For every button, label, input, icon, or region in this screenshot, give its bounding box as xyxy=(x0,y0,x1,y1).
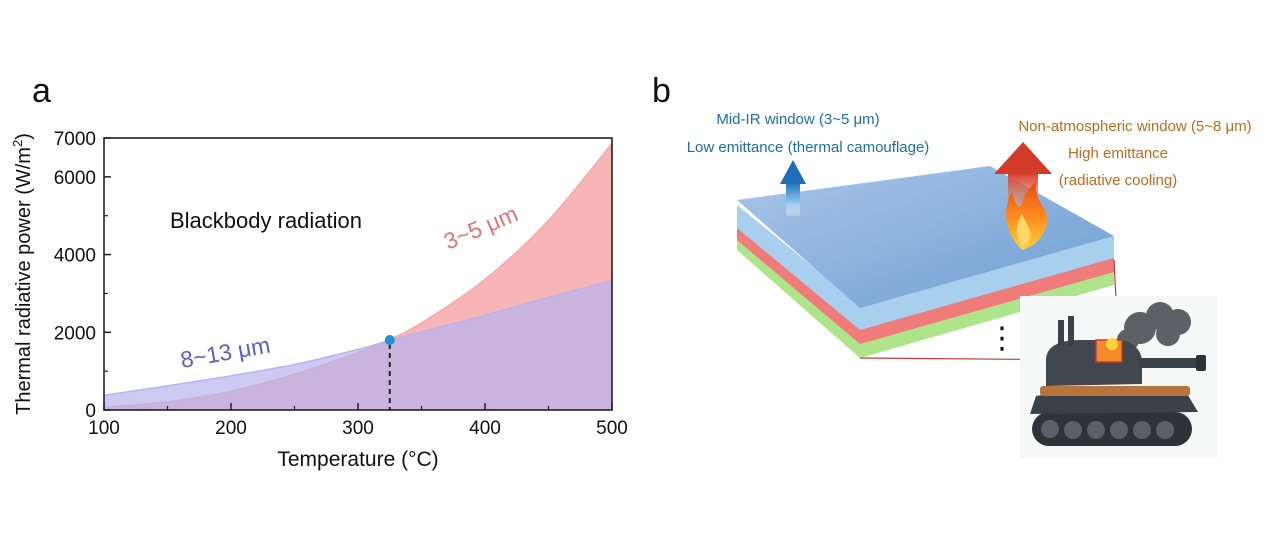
y-tick-label: 4000 xyxy=(54,246,96,267)
blackbody-chart: 100 200 300 400 500 0 2000 4000 6000 7000 Blackb… xyxy=(10,129,628,471)
right-caption-line2: High emittance xyxy=(1068,145,1168,162)
area-series-1 xyxy=(104,280,612,410)
layer-blue xyxy=(737,205,1114,330)
chart-title: Blackbody radiation xyxy=(170,208,362,233)
left-caption-line2: Low emittance (thermal camouflage) xyxy=(687,139,930,156)
y-axis-label-sup: 2 xyxy=(10,140,25,147)
tank-illustration xyxy=(1020,296,1218,458)
x-tick-label: 200 xyxy=(215,418,247,439)
flame-icon xyxy=(1006,182,1047,250)
x-tick-label: 300 xyxy=(342,418,374,439)
panel-label-a: a xyxy=(32,72,51,110)
left-caption: Mid-IR window (3~5 μm) Low emittance (th… xyxy=(687,111,930,156)
y-axis-label: Thermal radiative power (W/m2) xyxy=(10,133,35,415)
area-layer xyxy=(103,142,613,410)
y-tick-label: 7000 xyxy=(54,129,96,150)
series-label-3-5um: 3~5 μm xyxy=(440,200,522,254)
y-tick-label: 0 xyxy=(85,401,96,422)
x-tick-label: 500 xyxy=(596,418,628,439)
left-caption-line1: Mid-IR window (3~5 μm) xyxy=(716,111,879,128)
x-axis-label: Temperature (°C) xyxy=(277,448,438,471)
x-axis-ticks: 100 200 300 400 500 xyxy=(88,403,628,439)
y-axis-label-main: Thermal radiative power (W/m xyxy=(13,147,35,415)
crossover-point xyxy=(384,335,395,346)
y-tick-label: 6000 xyxy=(54,168,96,189)
series-label-8-13um: 8~13 μm xyxy=(178,332,272,373)
y-tick-label: 2000 xyxy=(54,323,96,344)
y-axis-label-end: ) xyxy=(13,133,35,140)
y-axis-ticks: 0 2000 4000 6000 7000 xyxy=(54,129,111,422)
right-caption: Non-atmospheric window (5~8 μm) High emi… xyxy=(1018,118,1251,189)
right-caption-line3: (radiative cooling) xyxy=(1059,172,1177,189)
blue-arrow-icon xyxy=(780,160,806,216)
line-series-1 xyxy=(103,279,613,396)
layer-ellipsis: ⋮ xyxy=(987,322,1017,355)
right-caption-line1: Non-atmospheric window (5~8 μm) xyxy=(1018,118,1251,135)
panel-label-b: b xyxy=(652,72,671,110)
x-tick-label: 400 xyxy=(469,418,501,439)
x-tick-label: 100 xyxy=(88,418,120,439)
layer-green xyxy=(737,225,1114,358)
layer-red xyxy=(737,216,1114,344)
